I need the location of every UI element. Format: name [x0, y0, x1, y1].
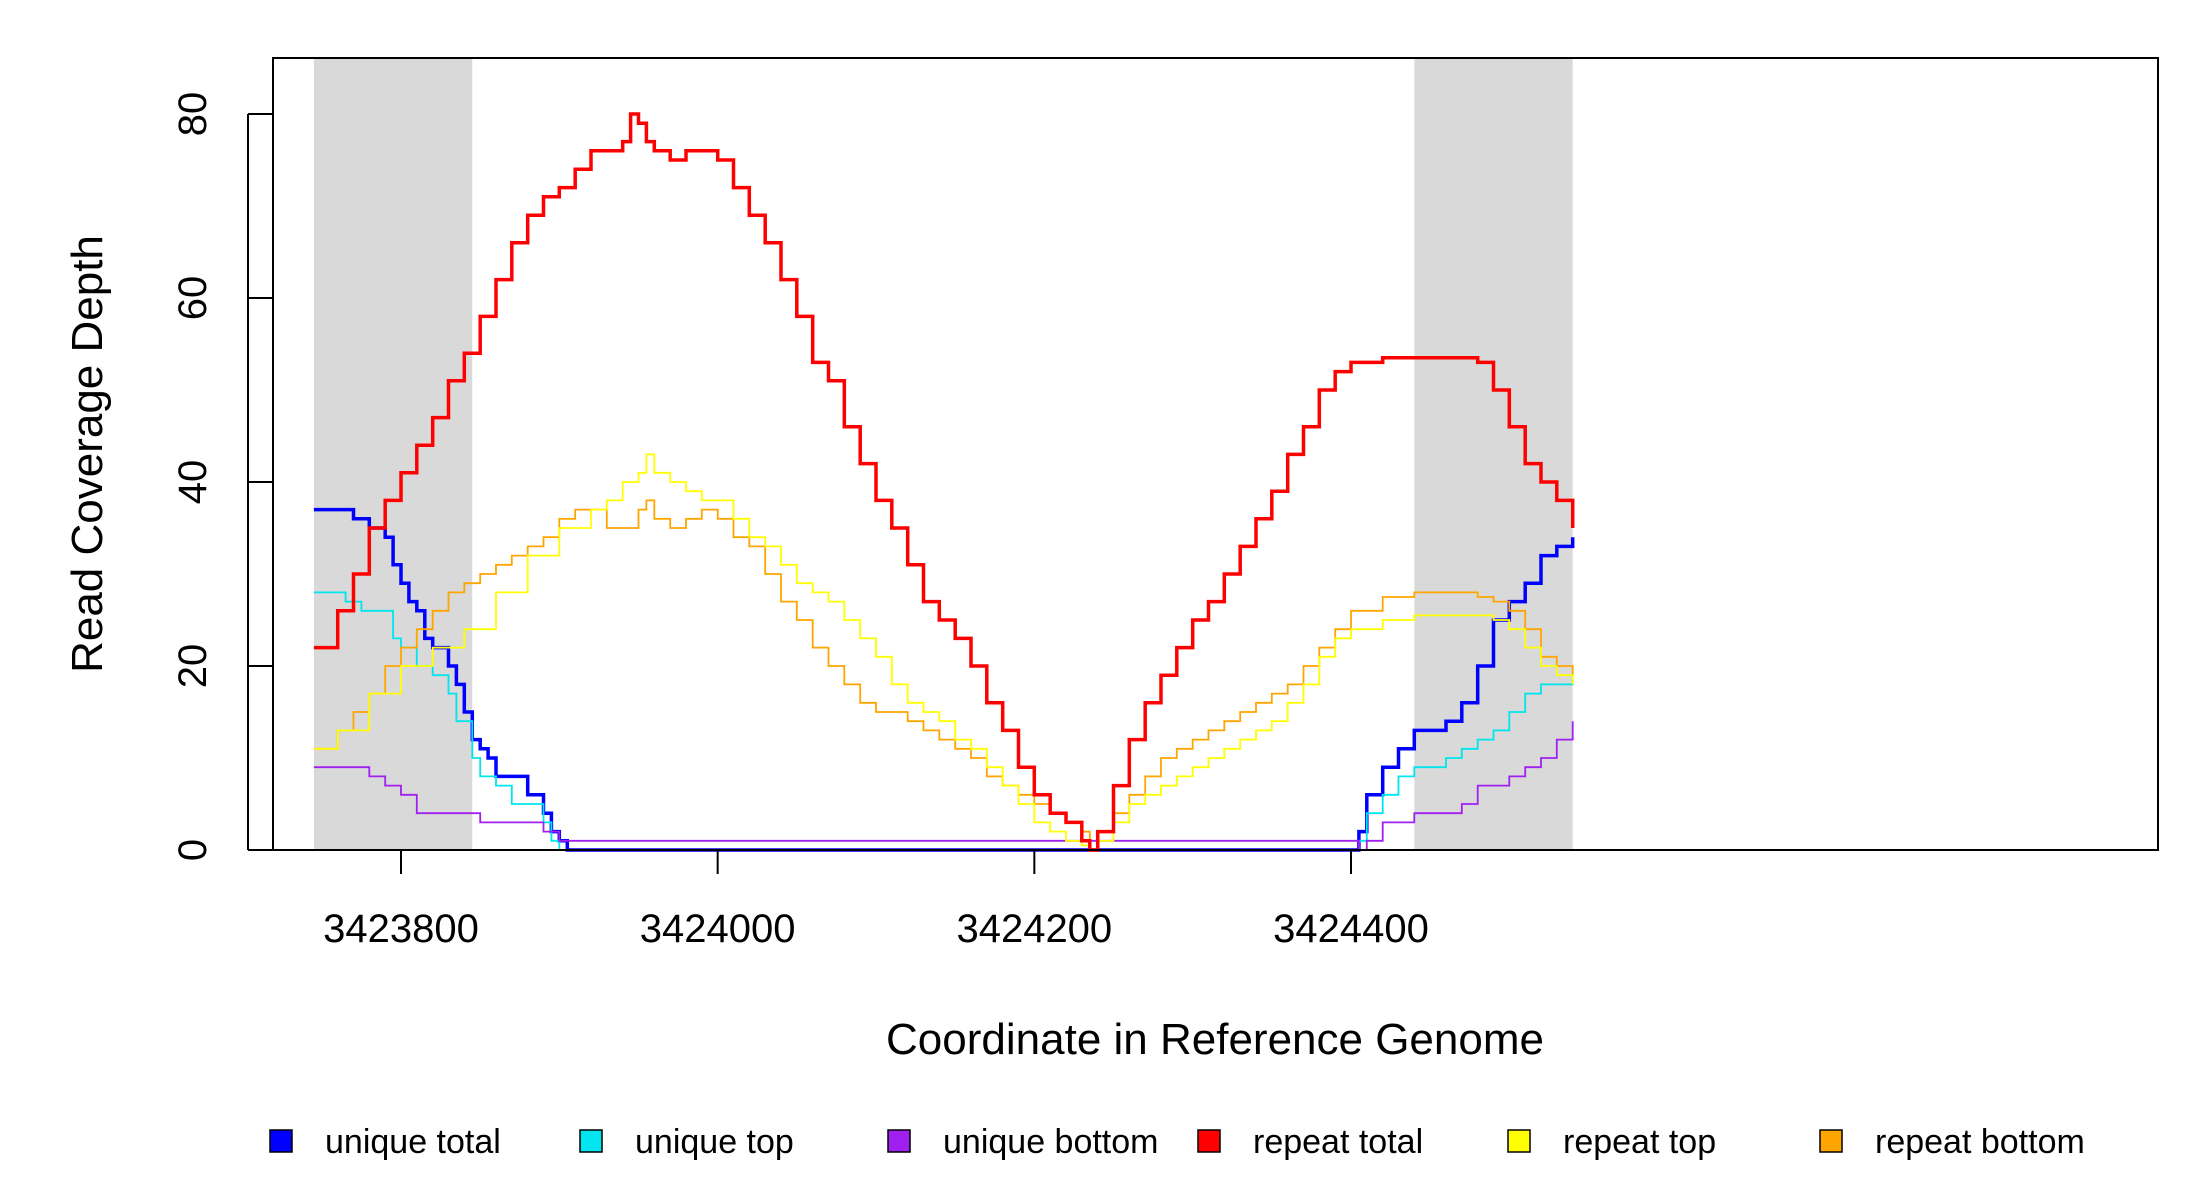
series-line-repeat-total — [313, 112, 1575, 852]
y-axis-title: Read Coverage Depth — [63, 235, 112, 673]
legend-swatch — [1507, 1129, 1531, 1153]
series-line-unique-total — [313, 507, 1575, 852]
legend-swatch — [887, 1129, 911, 1153]
series-line-repeat-top — [313, 453, 1574, 851]
legend-item-unique-total: unique total — [269, 1123, 501, 1161]
x-axis: 3423800 3424000 3424200 3424400 — [323, 850, 1429, 951]
y-axis: 0 20 40 60 80 — [171, 92, 273, 861]
shaded-region-1 — [313, 58, 473, 850]
legend-label: repeat total — [1253, 1123, 1423, 1161]
series-lines — [313, 112, 1575, 852]
legend-item-repeat-bottom: repeat bottom — [1819, 1123, 2085, 1161]
shaded-region-2 — [1414, 58, 1573, 850]
legend-label: unique top — [635, 1123, 794, 1161]
plot-frame — [272, 57, 2159, 851]
legend-label: repeat top — [1563, 1123, 1716, 1161]
y-tick-label: 40 — [171, 460, 215, 505]
y-tick-label: 80 — [171, 92, 215, 137]
series-line-repeat-bottom — [313, 499, 1574, 851]
legend-label: unique total — [325, 1123, 501, 1161]
legend-swatch — [1197, 1129, 1221, 1153]
shaded-regions — [313, 58, 1573, 850]
legend-swatch — [1819, 1129, 1843, 1153]
legend-label: repeat bottom — [1875, 1123, 2085, 1161]
x-tick-label: 3423800 — [323, 907, 479, 951]
y-tick-label: 60 — [171, 276, 215, 321]
y-tick-label: 20 — [171, 644, 215, 689]
legend-item-repeat-top: repeat top — [1507, 1123, 1716, 1161]
legend-swatch — [269, 1129, 293, 1153]
legend-swatch — [579, 1129, 603, 1153]
x-tick-label: 3424400 — [1273, 907, 1429, 951]
y-tick-label: 0 — [171, 839, 215, 861]
legend-item-unique-bottom: unique bottom — [887, 1123, 1159, 1161]
legend-item-repeat-total: repeat total — [1197, 1123, 1423, 1161]
x-tick-label: 3424200 — [956, 907, 1112, 951]
legend-label: unique bottom — [943, 1123, 1159, 1161]
legend-item-unique-top: unique top — [579, 1123, 794, 1161]
x-axis-title: Coordinate in Reference Genome — [886, 1015, 1544, 1064]
x-tick-label: 3424000 — [640, 907, 796, 951]
legend: unique total unique top unique bottom repea… — [269, 1123, 2085, 1161]
